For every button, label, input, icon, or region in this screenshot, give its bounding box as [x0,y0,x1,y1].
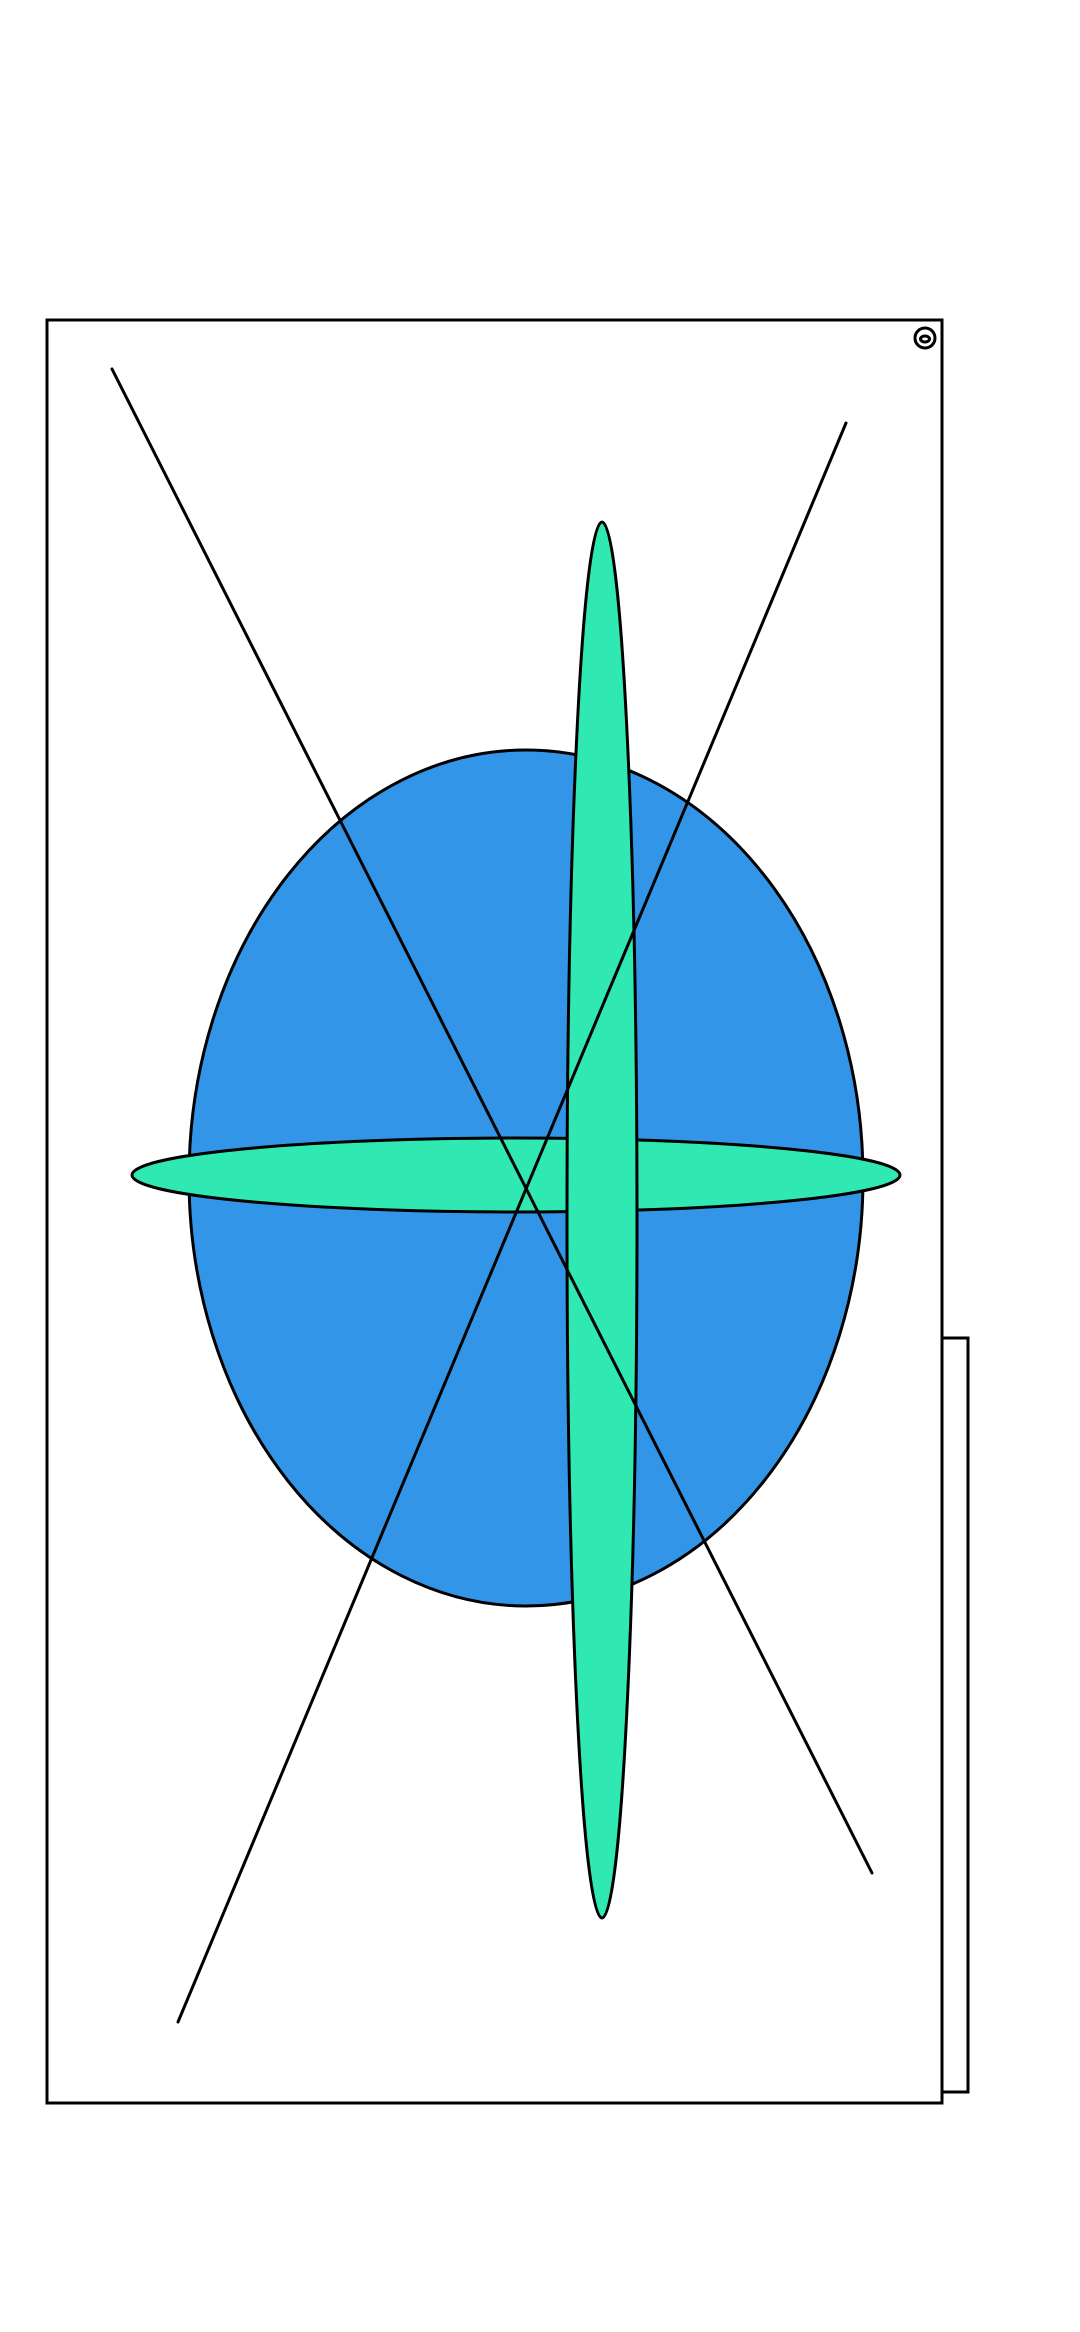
target-icon[interactable] [913,326,937,350]
diagonal-line-descending[interactable] [110,367,874,1875]
horizontal-green-ellipse[interactable] [130,1136,902,1214]
side-tab-rectangle[interactable] [940,1336,970,2094]
vertical-green-ellipse[interactable] [565,520,639,1920]
frame-rectangle[interactable] [45,318,944,2105]
diagonal-line-ascending[interactable] [176,421,848,2024]
